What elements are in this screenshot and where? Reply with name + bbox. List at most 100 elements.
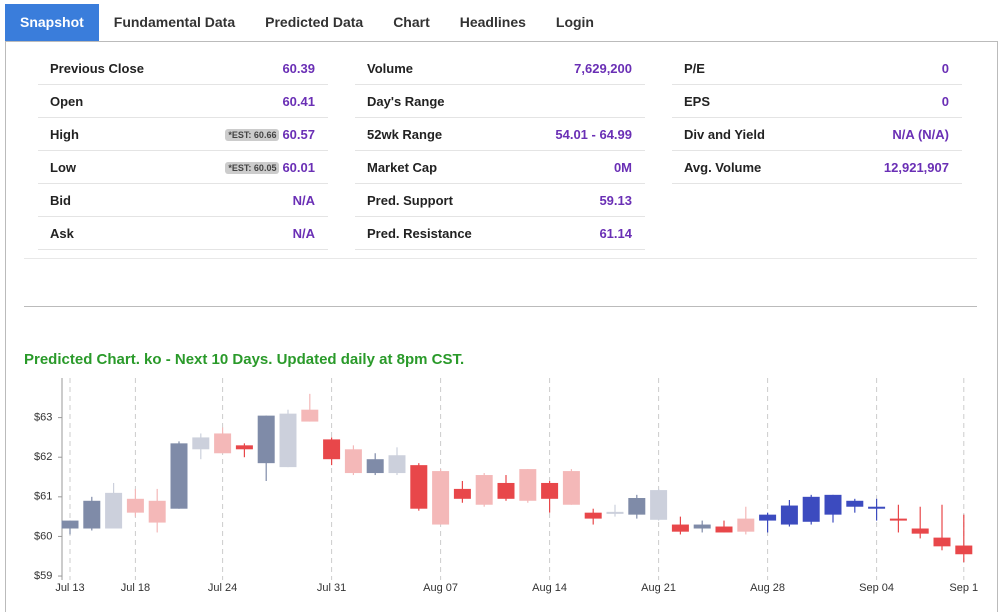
candle-body [584, 512, 602, 519]
candle-body [541, 482, 559, 499]
stat-value: 0 [942, 61, 949, 76]
stat-row: 52wk Range 54.01 - 64.99 [355, 118, 645, 151]
candle-body [257, 415, 275, 464]
chart-title: Predicted Chart. ko - Next 10 Days. Upda… [24, 351, 465, 368]
stat-label: Volume [367, 61, 413, 76]
candle-body [933, 537, 951, 547]
stat-row: Ask N/A [38, 217, 328, 250]
candle-body [737, 518, 755, 532]
tab-bar: Snapshot Fundamental Data Predicted Data Ch… [5, 4, 609, 41]
candle-body [475, 475, 493, 505]
value: 60.41 [282, 94, 315, 109]
stat-column: Previous Close 60.39 Open 60.41 High *EST: 60… [38, 52, 328, 250]
stat-label: 52wk Range [367, 127, 443, 142]
value: 61.14 [599, 226, 632, 241]
tab[interactable]: Headlines [459, 14, 526, 30]
x-tick-label: Aug 21 [641, 582, 676, 594]
tab[interactable]: Snapshot [5, 4, 99, 41]
stat-value: *EST: 60.05 60.01 [225, 160, 315, 175]
x-tick-label: Sep 04 [859, 582, 894, 594]
stat-row: Avg. Volume 12,921,907 [672, 151, 962, 184]
candle-body [802, 496, 820, 522]
stat-value: N/A [293, 193, 315, 208]
x-tick-label: Aug 28 [750, 582, 785, 594]
tab[interactable]: Fundamental Data [113, 14, 236, 30]
stat-label: Day's Range [367, 94, 445, 109]
stat-row: Low *EST: 60.05 60.01 [38, 151, 328, 184]
value: N/A [292, 193, 315, 208]
stat-label: Market Cap [367, 160, 438, 175]
candle-body [911, 528, 929, 534]
stat-label: Ask [50, 226, 74, 241]
stat-label: High [50, 127, 79, 142]
divider [24, 306, 977, 307]
stat-row: Open 60.41 [38, 85, 328, 118]
stat-row: Pred. Support 59.13 [355, 184, 645, 217]
candle-body [497, 482, 515, 499]
stat-value: 61.14 [599, 226, 632, 241]
candle-body [279, 413, 297, 468]
y-tick-label: $63 [34, 412, 52, 424]
tab[interactable]: Predicted Data [265, 14, 364, 30]
stat-label: P/E [684, 61, 705, 76]
candle-body [410, 465, 428, 509]
stat-row: High *EST: 60.66 60.57 [38, 118, 328, 151]
stat-column: P/E 0 EPS 0 Div and Yield N/A (N/A) Avg. Volum… [672, 52, 962, 184]
stat-row: EPS 0 [672, 85, 962, 118]
candle-body [432, 471, 450, 525]
stat-row: Volume 7,629,200 [355, 52, 645, 85]
stat-label: Bid [50, 193, 71, 208]
candle-body [824, 494, 842, 515]
stat-label: Avg. Volume [684, 160, 762, 175]
stat-row: Day's Range [355, 85, 645, 118]
y-tick-label: $59 [34, 570, 52, 582]
stat-column: Volume 7,629,200 Day's Range 52wk Range 54.0… [355, 52, 645, 250]
stat-label: Pred. Resistance [367, 226, 472, 241]
value: 0M [613, 160, 632, 175]
candle-body [214, 433, 232, 454]
candle-body [671, 524, 689, 532]
x-tick-label: Jul 13 [55, 582, 84, 594]
candle-body [846, 500, 864, 507]
candle-body [148, 500, 166, 523]
x-tick-label: Jul 18 [121, 582, 150, 594]
stat-row: Pred. Resistance 61.14 [355, 217, 645, 250]
candle-body [170, 443, 188, 509]
stat-row: Previous Close 60.39 [38, 52, 328, 85]
stat-row: Bid N/A [38, 184, 328, 217]
value: 0 [941, 94, 949, 109]
candle-body [715, 526, 733, 533]
value: 7,629,200 [574, 61, 632, 76]
candle-body [83, 500, 101, 529]
value: 54.01 - 64.99 [555, 127, 632, 142]
x-tick-label: Jul 31 [317, 582, 346, 594]
value: 59.13 [599, 193, 632, 208]
candle-body [453, 488, 471, 499]
value: 60.01 [282, 160, 315, 175]
candle-body [192, 437, 210, 450]
stat-row: Div and Yield N/A (N/A) [672, 118, 962, 151]
candle-body [519, 469, 537, 501]
estimate-badge: *EST: 60.66 [225, 129, 280, 141]
candle-body [235, 445, 253, 450]
stat-value: 60.41 [282, 94, 315, 109]
value: 60.57 [282, 127, 315, 142]
candle-body [323, 439, 341, 460]
candle-body [105, 492, 123, 529]
candle-body [344, 449, 362, 474]
candle-body [301, 409, 319, 422]
stat-value: 60.39 [282, 61, 315, 76]
candle-body [61, 520, 79, 529]
stat-row: Market Cap 0M [355, 151, 645, 184]
value: N/A [292, 226, 315, 241]
tab[interactable]: Chart [393, 14, 430, 30]
candle-body [889, 518, 907, 521]
tab[interactable]: Login [555, 14, 594, 30]
candle-body [955, 545, 973, 555]
candle-body [562, 471, 580, 505]
stat-value: N/A (N/A) [892, 127, 949, 142]
stat-value: N/A [293, 226, 315, 241]
stat-label: Div and Yield [684, 127, 765, 142]
divider [24, 258, 977, 259]
